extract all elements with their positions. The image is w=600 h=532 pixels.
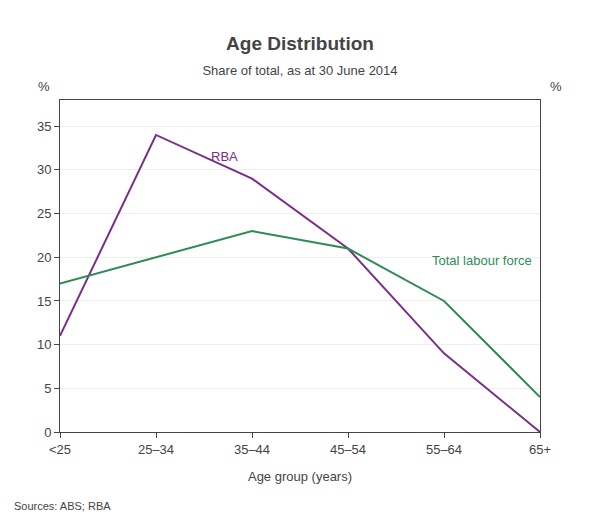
svg-text:%: %: [38, 79, 50, 94]
svg-text:Share of total, as at 30 June: Share of total, as at 30 June 2014: [202, 63, 397, 78]
svg-text:Sources: ABS; RBA: Sources: ABS; RBA: [14, 500, 111, 512]
svg-text:55–64: 55–64: [426, 442, 462, 457]
svg-text:<25: <25: [49, 442, 71, 457]
svg-text:0: 0: [44, 425, 51, 440]
svg-text:25: 25: [37, 206, 51, 221]
svg-text:%: %: [550, 79, 562, 94]
svg-text:10: 10: [37, 337, 51, 352]
svg-text:RBA: RBA: [211, 149, 238, 164]
svg-text:30: 30: [37, 162, 51, 177]
svg-text:35–44: 35–44: [234, 442, 270, 457]
svg-text:65+: 65+: [529, 442, 551, 457]
svg-text:25–34: 25–34: [138, 442, 174, 457]
svg-text:20: 20: [37, 250, 51, 265]
svg-text:15: 15: [37, 294, 51, 309]
svg-text:Age group (years): Age group (years): [248, 469, 352, 484]
svg-text:5: 5: [44, 381, 51, 396]
svg-text:Age Distribution: Age Distribution: [226, 33, 374, 54]
svg-text:Total labour force: Total labour force: [432, 253, 532, 268]
svg-text:45–54: 45–54: [330, 442, 366, 457]
svg-text:35: 35: [37, 119, 51, 134]
